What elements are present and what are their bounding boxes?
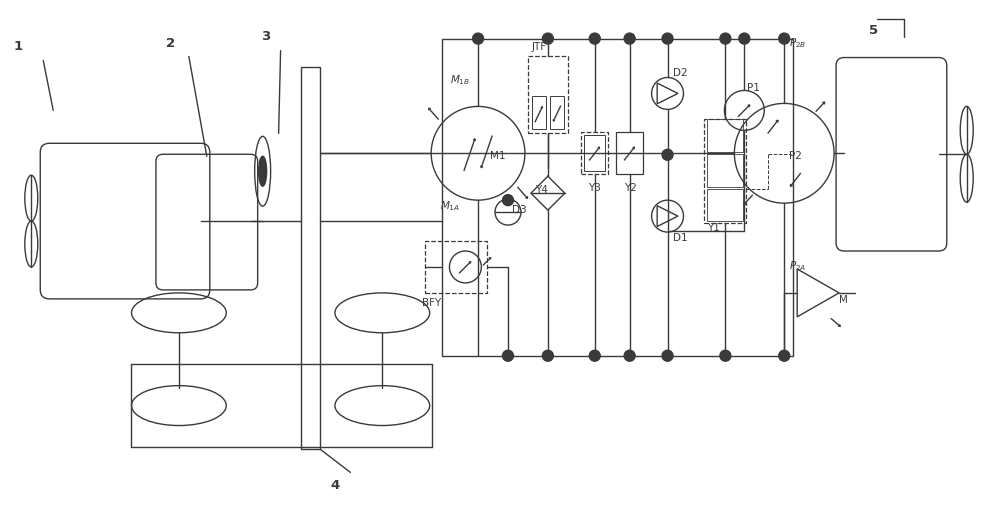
Bar [581, 132, 608, 174]
Text: D2: D2 [673, 69, 687, 79]
Circle shape [624, 350, 635, 361]
Text: Y1: Y1 [707, 223, 720, 233]
Bar [301, 67, 320, 450]
Circle shape [720, 33, 731, 44]
Circle shape [502, 350, 513, 361]
Bar [707, 154, 743, 186]
Text: 2: 2 [166, 37, 175, 50]
Text: Y4: Y4 [535, 185, 548, 195]
Ellipse shape [259, 156, 267, 186]
Text: BFY: BFY [422, 298, 441, 308]
Bar [584, 135, 605, 171]
Bar [528, 55, 568, 133]
Text: $P_{2B}$: $P_{2B}$ [789, 37, 807, 50]
Text: 5: 5 [869, 24, 878, 37]
Bar [532, 97, 546, 130]
Circle shape [542, 33, 553, 44]
Circle shape [473, 33, 484, 44]
Circle shape [779, 33, 790, 44]
Bar [704, 119, 746, 223]
Text: 1: 1 [13, 40, 22, 53]
Text: $P_{2A}$: $P_{2A}$ [789, 259, 807, 273]
Text: D1: D1 [673, 233, 687, 243]
Bar [442, 39, 793, 356]
Circle shape [542, 350, 553, 361]
Text: D3: D3 [512, 205, 527, 215]
Text: $M_{1B}$: $M_{1B}$ [450, 74, 470, 87]
Circle shape [502, 195, 513, 206]
Circle shape [662, 149, 673, 160]
Text: M: M [839, 295, 848, 305]
Bar [550, 97, 564, 130]
Text: 4: 4 [330, 479, 340, 492]
Bar [707, 188, 743, 221]
Text: Y2: Y2 [624, 183, 637, 193]
Text: 3: 3 [261, 30, 270, 43]
Text: Y3: Y3 [588, 183, 601, 193]
Circle shape [720, 350, 731, 361]
Bar [616, 132, 643, 174]
Bar [707, 119, 743, 152]
Circle shape [662, 33, 673, 44]
Text: P2: P2 [789, 151, 802, 161]
Circle shape [662, 350, 673, 361]
Text: $M_{1A}$: $M_{1A}$ [440, 199, 460, 213]
Circle shape [779, 350, 790, 361]
Circle shape [624, 33, 635, 44]
Circle shape [589, 350, 600, 361]
Bar [425, 241, 487, 293]
Text: P1: P1 [747, 83, 760, 93]
Text: JTF: JTF [532, 42, 547, 52]
Circle shape [589, 33, 600, 44]
Circle shape [739, 33, 750, 44]
Text: M1: M1 [490, 151, 506, 161]
